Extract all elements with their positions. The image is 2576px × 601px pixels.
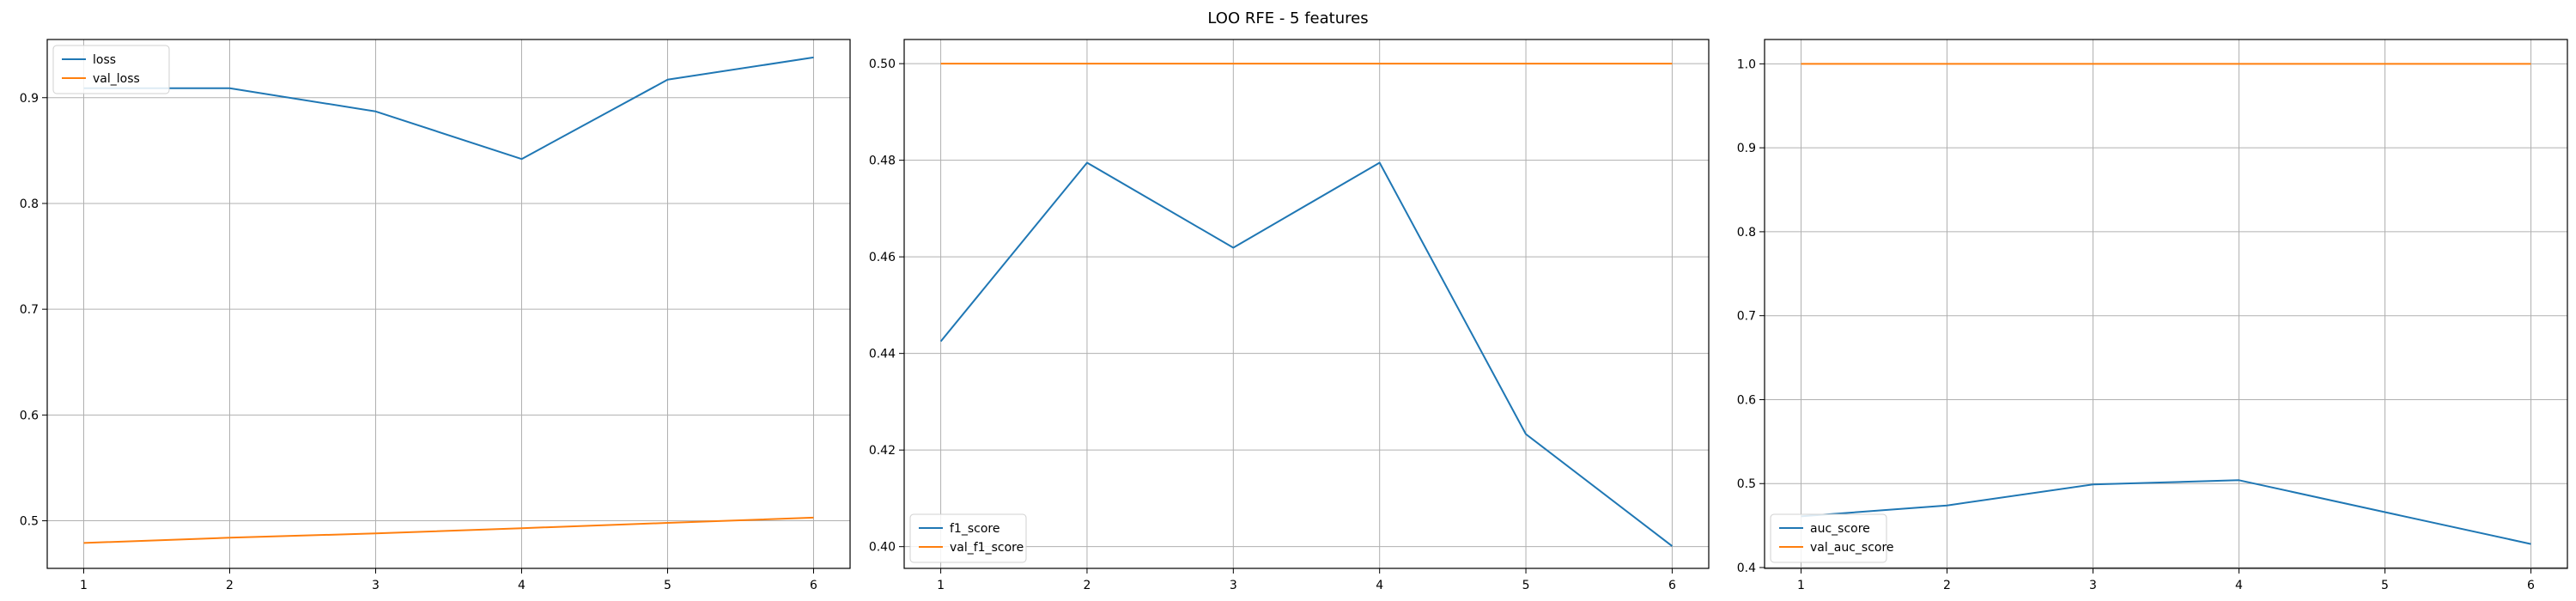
legend-label-val_f1_score: val_f1_score (950, 541, 1024, 555)
x-tick-label: 5 (1522, 579, 1530, 592)
y-tick-label: 0.40 (869, 541, 896, 555)
y-tick-label: 0.5 (1737, 477, 1756, 491)
x-tick-label: 6 (810, 579, 817, 592)
x-tick-label: 2 (1083, 579, 1091, 592)
y-tick-label: 0.4 (1737, 562, 1756, 575)
series-line-f1_score (939, 161, 1674, 547)
series-line-val_loss (83, 516, 814, 544)
legend-label-val_loss: val_loss (93, 72, 140, 86)
x-tick-label: 5 (664, 579, 671, 592)
y-tick-label: 0.6 (20, 409, 39, 422)
y-tick-label: 1.0 (1737, 58, 1756, 71)
y-tick-label: 0.44 (869, 348, 896, 361)
y-tick-label: 0.50 (869, 58, 896, 71)
x-tick-label: 1 (1797, 579, 1805, 592)
y-tick-label: 0.7 (20, 303, 39, 317)
series-line-auc_score (1801, 479, 2531, 545)
y-tick-label: 0.7 (1737, 310, 1756, 324)
series-line-loss (83, 56, 814, 161)
x-tick-label: 6 (1668, 579, 1676, 592)
x-tick-label: 3 (1230, 579, 1237, 592)
chart-panel-1: 1 2 3 4 5 6 0.5 0.6 0.7 0.8 0.9 loss val_loss (20, 39, 851, 592)
x-tick-label: 3 (372, 579, 380, 592)
y-tick-label: 0.46 (869, 251, 896, 264)
legend: f1_score val_f1_score (909, 513, 1027, 563)
legend-box (52, 45, 170, 94)
y-tick-label: 0.48 (869, 155, 896, 168)
y-tick-label: 0.42 (869, 444, 896, 458)
y-tick-label: 0.8 (20, 197, 39, 211)
chart-panel-3: 1 2 3 4 5 6 0.4 0.5 0.6 0.7 0.8 0.9 1.0 auc_score val_… (1737, 39, 2568, 592)
x-tick-label: 1 (937, 579, 945, 592)
plot-frame (903, 39, 1710, 569)
x-tick-label: 3 (2089, 579, 2097, 592)
x-tick-label: 5 (2381, 579, 2389, 592)
legend-label-auc_score: auc_score (1810, 522, 1870, 536)
x-tick-label: 2 (1943, 579, 1951, 592)
x-tick-label: 4 (2235, 579, 2243, 592)
legend-box (1770, 513, 1887, 563)
x-tick-label: 6 (2527, 579, 2535, 592)
x-tick-label: 2 (226, 579, 234, 592)
plot-frame (1764, 39, 2568, 569)
chart-panel-2: 1 2 3 4 5 6 0.40 0.42 0.44 0.46 0.48 0.50 f1_scoreva… (869, 39, 1710, 592)
x-tick-label: 4 (518, 579, 526, 592)
figure-title: LOO RFE - 5 features (1207, 9, 1368, 27)
y-tick-label: 0.9 (20, 92, 39, 106)
legend: auc_score val_auc_score (1770, 513, 1894, 563)
legend-label-val_auc_score: val_auc_score (1810, 541, 1894, 555)
legend-box (909, 513, 1027, 563)
plot-frame (46, 39, 851, 569)
y-tick-label: 0.5 (20, 515, 39, 529)
y-tick-label: 0.9 (1737, 142, 1756, 155)
y-tick-label: 0.8 (1737, 226, 1756, 240)
legend: loss val_loss (52, 45, 170, 94)
y-tick-label: 0.6 (1737, 393, 1756, 407)
x-tick-label: 1 (80, 579, 88, 592)
legend-label-f1_score: f1_score (950, 522, 999, 536)
legend-label-loss: loss (93, 53, 116, 67)
x-tick-label: 4 (1376, 579, 1383, 592)
